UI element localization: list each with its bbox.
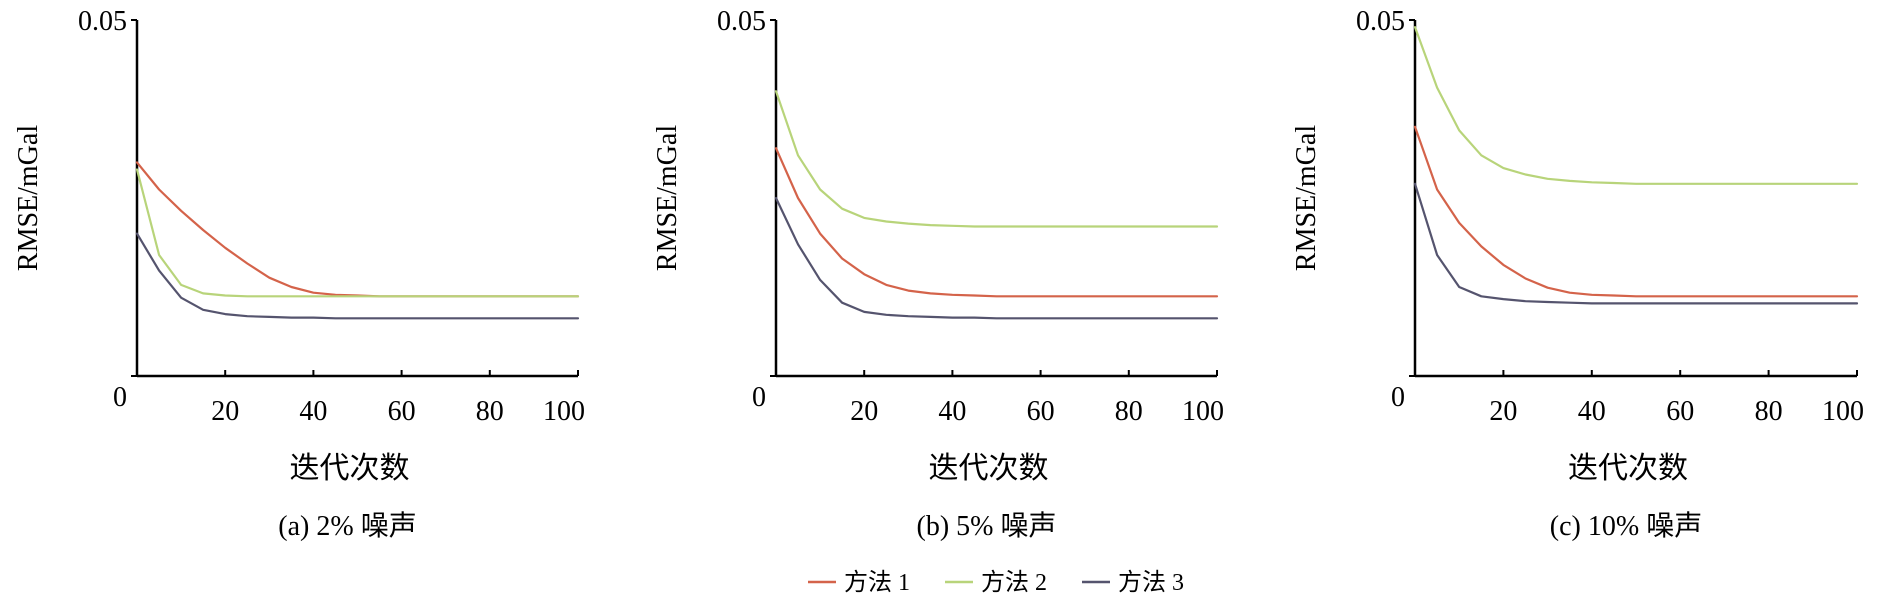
panel-a-series-line-method-2 [135,168,580,298]
panel-b-series-line-method-2 [774,90,1219,228]
panel-c-y-tick-label: 0 [1391,382,1405,413]
panel-c-y-tick-label: 0.05 [1356,6,1405,37]
panel-b-x-tick-label: 60 [1027,396,1055,427]
panel-c-x-tick-label: 100 [1822,396,1864,427]
legend-label-2: 方法 2 [981,569,1047,596]
panel-c-x-tick-label: 40 [1578,396,1606,427]
panel-a-x-tick-label: 40 [299,396,327,427]
panel-b-x-tick-label: 100 [1182,396,1224,427]
panel-a-series-line-method-1 [135,161,580,298]
panel-a-caption: (a) 2% 噪声 [278,510,416,542]
panel-c-series-line-method-2 [1413,26,1859,185]
panel-a-y-tick-label: 0.05 [78,6,127,37]
panel-a-x-tick-label: 60 [388,396,416,427]
panel-b-caption: (b) 5% 噪声 [917,510,1057,542]
legend-label-1: 方法 1 [844,569,910,596]
panel-b-series-line-method-3 [774,196,1219,320]
panel-c-series-line-method-1 [1413,125,1859,298]
panel-b-x-tick-label: 80 [1115,396,1143,427]
panel-c-caption: (c) 10% 噪声 [1550,510,1702,542]
panel-a-series-line-method-3 [135,232,580,320]
panel-b-series-line-method-1 [774,147,1219,298]
panel-c-x-tick-label: 80 [1755,396,1783,427]
legend-label-3: 方法 3 [1118,569,1184,596]
panel-c-y-label: RMSE/mGal [1291,125,1322,271]
panel-b-x-tick-label: 40 [938,396,966,427]
panel-b-y-tick-label: 0.05 [717,6,766,37]
panel-b-x-tick-label: 20 [850,396,878,427]
panel-c-x-tick-label: 20 [1489,396,1517,427]
panel-b-x-label: 迭代次数 [929,452,1049,485]
panel-a-x-tick-label: 80 [476,396,504,427]
panel-a-x-tick-label: 20 [211,396,239,427]
panel-a-x-tick-label: 100 [543,396,585,427]
panel-b-y-label: RMSE/mGal [652,125,683,271]
panel-c-series-line-method-3 [1413,182,1859,305]
panel-a-x-label: 迭代次数 [290,452,410,485]
panel-a-y-tick-label: 0 [113,382,127,413]
panel-b-y-tick-label: 0 [752,382,766,413]
panel-a-y-label: RMSE/mGal [13,125,44,271]
panel-c-x-label: 迭代次数 [1568,452,1688,485]
panel-c-x-tick-label: 60 [1666,396,1694,427]
